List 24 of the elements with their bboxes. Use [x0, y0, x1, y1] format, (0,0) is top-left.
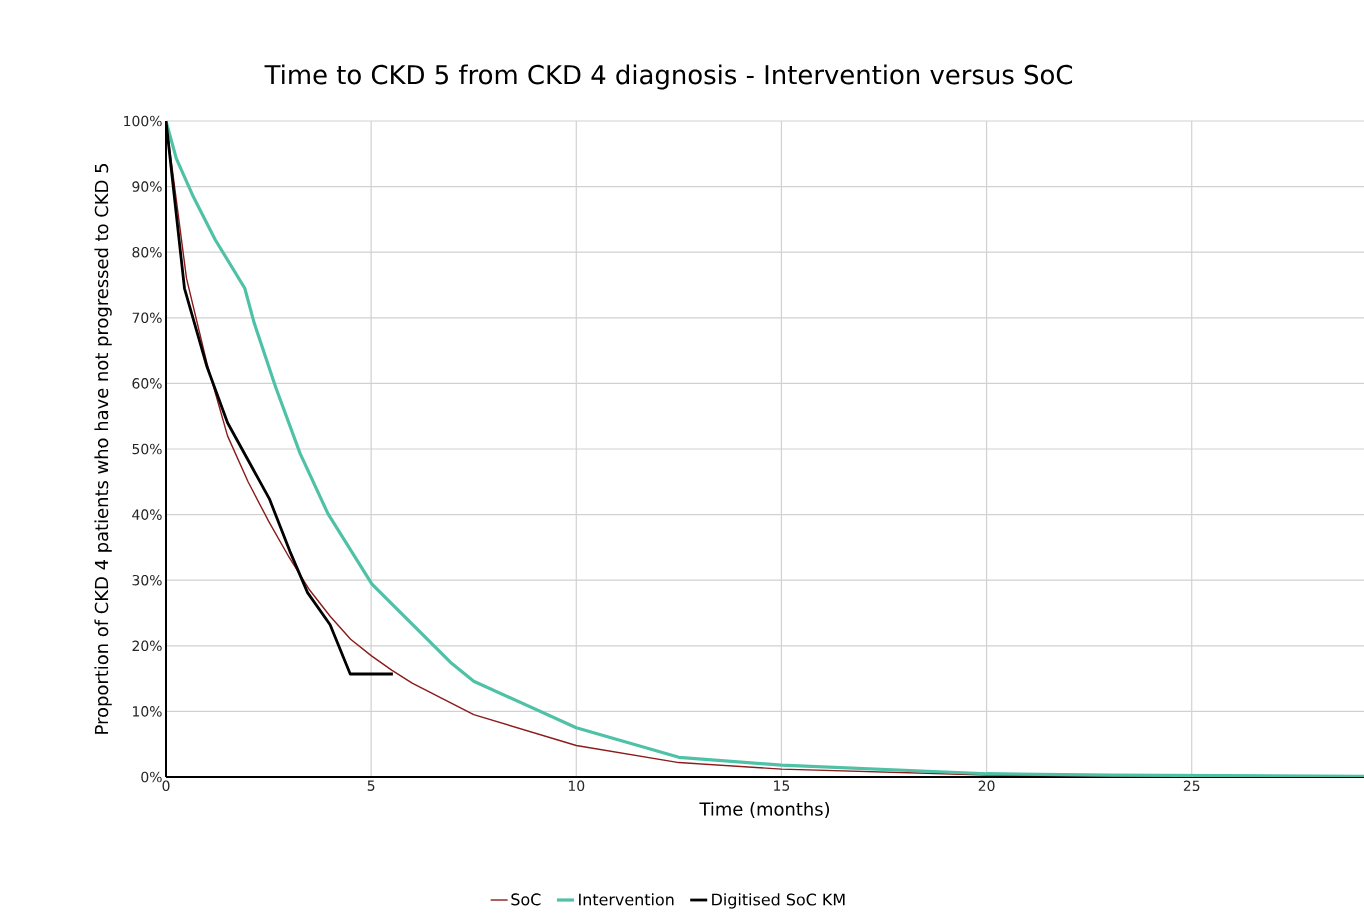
y-tick-label: 20% — [132, 640, 162, 652]
x-tick-label: 5 — [367, 780, 375, 791]
line-series — [166, 120, 1364, 777]
legend-label: Digitised SoC KM — [712, 893, 845, 909]
y-tick-label: 0% — [141, 771, 162, 783]
x-tick-label: 0 — [162, 780, 170, 792]
x-tick-label: 10 — [568, 780, 585, 792]
y-tick-label: 50% — [132, 443, 162, 455]
x-tick-label: 20 — [978, 780, 995, 792]
y-tick-label: 40% — [132, 509, 162, 520]
chart-title: Time to CKD 5 from CKD 4 diagnosis - Intervention versus SoC — [264, 64, 1073, 90]
y-tick-label: 30% — [132, 574, 162, 586]
x-axis-title: Time (months) — [699, 801, 830, 818]
y-axis-title: Proportion of CKD 4 patients who have not progressed to CKD 5 — [94, 164, 112, 734]
y-tick-label: 80% — [132, 246, 162, 258]
y-tick-label: 10% — [133, 706, 162, 717]
legend-label: Intervention — [579, 893, 674, 906]
y-tick-label: 60% — [132, 378, 162, 389]
x-tick-label: 15 — [774, 780, 790, 791]
legend-label: SoC — [511, 893, 541, 906]
y-tick-label: 70% — [132, 312, 162, 324]
y-tick-label: 90% — [132, 181, 162, 192]
y-tick-label: 100% — [124, 115, 162, 127]
x-tick-label: 25 — [1183, 780, 1200, 792]
